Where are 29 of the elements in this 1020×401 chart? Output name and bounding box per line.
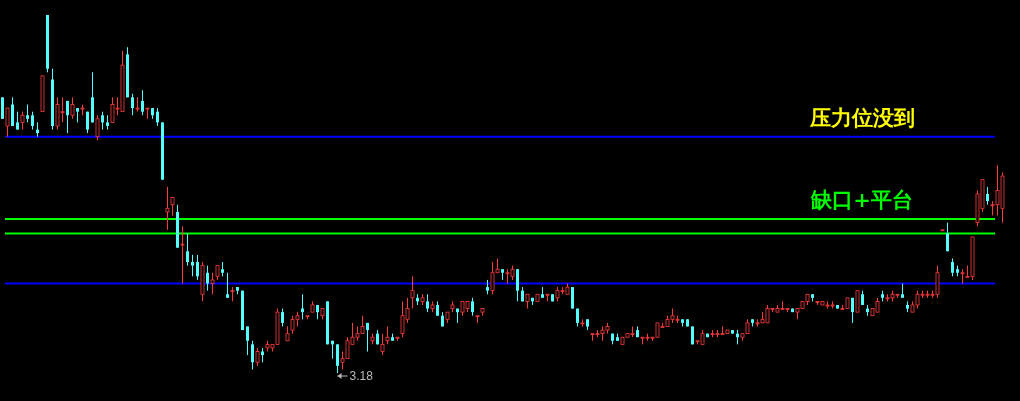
candlestick — [5, 107, 10, 138]
candlestick — [196, 254, 199, 281]
candlestick — [141, 89, 144, 116]
candlestick — [210, 272, 215, 295]
candlestick — [946, 222, 949, 252]
candlestick — [11, 96, 14, 127]
candlestick — [95, 114, 100, 141]
candlestick — [251, 340, 254, 370]
ref-line-label: 压力位没到 — [808, 104, 915, 130]
candlestick — [66, 100, 69, 134]
candlestick — [336, 343, 339, 374]
candlestick — [165, 186, 170, 231]
candlestick — [191, 254, 194, 277]
candlestick — [855, 290, 860, 313]
candlestick — [516, 268, 519, 302]
candlestick — [366, 322, 369, 353]
candlestick — [70, 96, 75, 120]
candlestick — [246, 325, 249, 356]
candlestick — [960, 268, 965, 284]
candlestick — [180, 225, 185, 284]
candlestick — [851, 297, 854, 324]
candlestick — [380, 333, 385, 356]
annotation: 3.18 — [349, 369, 374, 383]
candlestick — [186, 232, 189, 267]
candlestick — [206, 265, 209, 292]
ref-line-label: 缺口+平台 — [810, 187, 913, 213]
candlestick — [131, 93, 134, 116]
candlestick — [410, 275, 415, 310]
candlestick — [226, 272, 229, 299]
